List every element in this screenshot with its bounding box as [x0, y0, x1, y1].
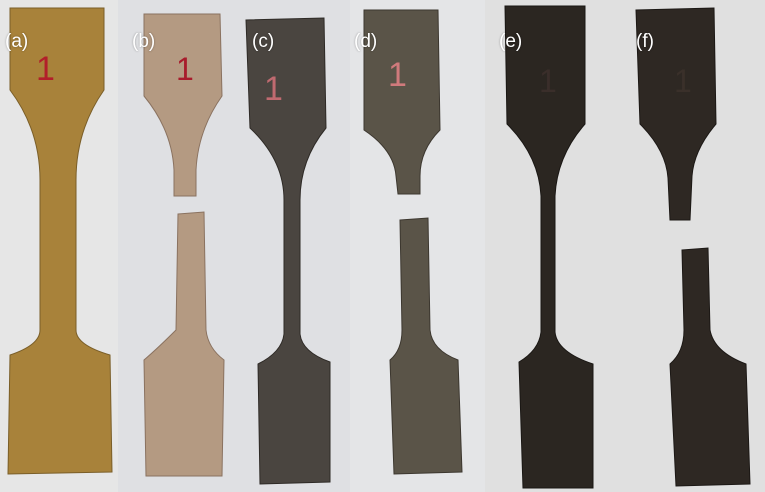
panel-c: 1 (c) — [238, 0, 350, 492]
label-f: (f) — [636, 31, 654, 52]
specimen-b-bottom — [143, 211, 225, 477]
specimen-d-mark: 1 — [388, 56, 407, 94]
specimen-c-body — [245, 17, 331, 485]
panel-d: 1 (d) — [350, 0, 485, 492]
specimen-c: 1 — [245, 17, 331, 485]
panel-a: 1 (a) — [0, 0, 118, 492]
specimen-c-mark: 1 — [264, 70, 283, 108]
specimen-d: 1 — [363, 9, 463, 475]
panel-e: 1 (e) — [485, 0, 620, 492]
specimen-e-mark: 1 — [539, 63, 557, 99]
specimen-a-mark: 1 — [36, 50, 55, 88]
specimen-b: 1 — [143, 13, 225, 477]
label-a: (a) — [5, 31, 29, 52]
specimen-b-mark: 1 — [176, 51, 194, 87]
specimen-a: 1 — [7, 7, 113, 475]
specimen-e: 1 — [504, 5, 594, 489]
specimen-d-bottom — [389, 217, 463, 475]
specimen-b-top — [143, 13, 223, 197]
label-d: (d) — [354, 31, 378, 52]
specimen-a-body — [7, 7, 113, 475]
specimen-e-body — [504, 5, 594, 489]
specimen-f-bottom — [669, 247, 751, 487]
label-e: (e) — [499, 31, 523, 52]
specimen-d-top — [363, 9, 441, 195]
label-b: (b) — [132, 31, 156, 52]
panel-b: 1 (b) — [118, 0, 238, 492]
panel-f: 1 (f) — [620, 0, 765, 492]
specimen-f-top — [635, 7, 717, 221]
specimen-f: 1 — [635, 7, 751, 487]
specimen-f-mark: 1 — [674, 63, 692, 99]
label-c: (c) — [252, 31, 275, 52]
